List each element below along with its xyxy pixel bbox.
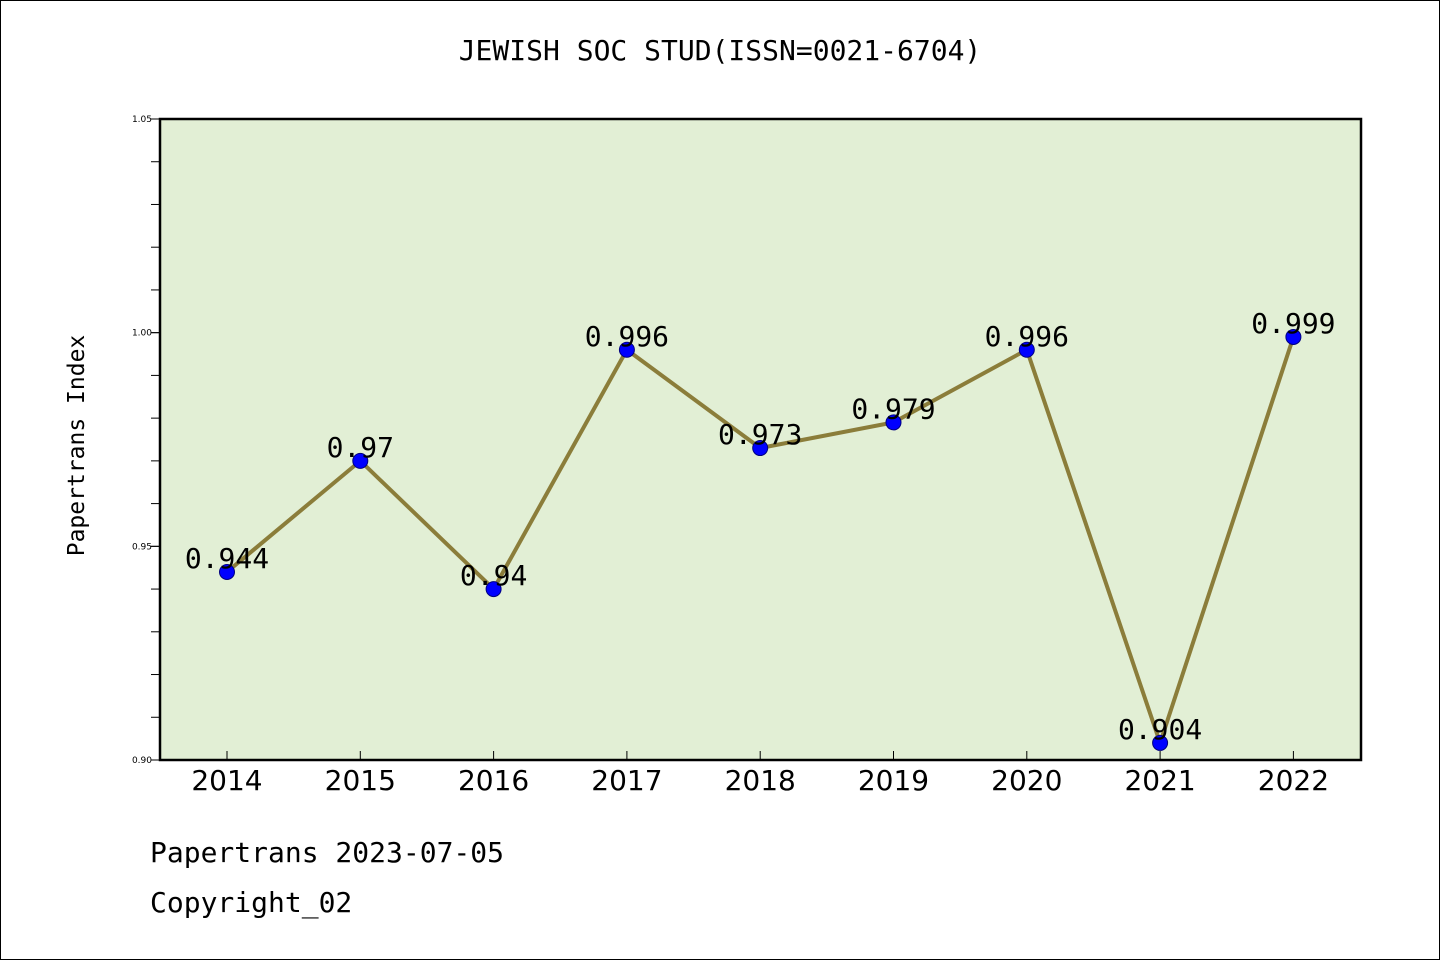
- data-label: 0.999: [1251, 307, 1335, 340]
- y-tick-label: 1.05: [132, 115, 152, 125]
- markers-group: [219, 328, 1302, 751]
- data-label: 0.979: [851, 392, 935, 425]
- x-tick-label: 2021: [1124, 764, 1195, 797]
- data-label: 0.94: [460, 559, 527, 592]
- y-tick-label: 0.90: [132, 756, 152, 766]
- x-axis: 2014 2015 2016 2017 2018 2019 2020 2021 2022: [191, 751, 1329, 797]
- x-tick-label: 2022: [1258, 764, 1329, 797]
- x-tick-label: 2017: [591, 764, 662, 797]
- x-tick-label: 2015: [325, 764, 396, 797]
- plot-area: [160, 119, 1361, 760]
- data-point-marker: [219, 563, 235, 580]
- data-point-marker: [352, 452, 369, 469]
- data-label: 0.944: [185, 542, 269, 575]
- x-tick-label: 2019: [858, 764, 929, 797]
- y-axis: 0.90 0.95 1.00 1.05: [132, 115, 160, 766]
- data-point-marker: [1018, 341, 1035, 358]
- footer-copyright: Copyright_02: [150, 886, 353, 919]
- data-labels-group: 0.944 0.97 0.94 0.996 0.973 0.979 0.996 0.904 0.…: [185, 307, 1336, 746]
- data-label: 0.996: [985, 320, 1069, 353]
- data-label: 0.97: [327, 431, 394, 464]
- x-tick-label: 2014: [191, 764, 262, 797]
- x-tick-label: 2016: [458, 764, 529, 797]
- data-label: 0.973: [718, 418, 802, 451]
- data-point-marker: [752, 440, 769, 457]
- y-tick-label: 1.00: [132, 329, 152, 339]
- data-point-marker: [618, 341, 635, 358]
- footer-date: Papertrans 2023-07-05: [150, 836, 505, 869]
- data-label: 0.904: [1118, 713, 1202, 746]
- chart-title: JEWISH SOC STUD(ISSN=0021-6704): [458, 34, 982, 67]
- data-point-marker: [1152, 734, 1169, 751]
- y-tick-label: 0.95: [132, 542, 152, 552]
- data-point-marker: [1285, 328, 1302, 345]
- x-tick-label: 2020: [991, 764, 1062, 797]
- plot-border: [158, 117, 1363, 762]
- y-axis-title: Papertrans Index: [64, 335, 90, 557]
- x-tick-label: 2018: [725, 764, 796, 797]
- data-point-marker: [485, 581, 502, 598]
- data-label: 0.996: [585, 320, 669, 353]
- data-point-marker: [885, 414, 902, 431]
